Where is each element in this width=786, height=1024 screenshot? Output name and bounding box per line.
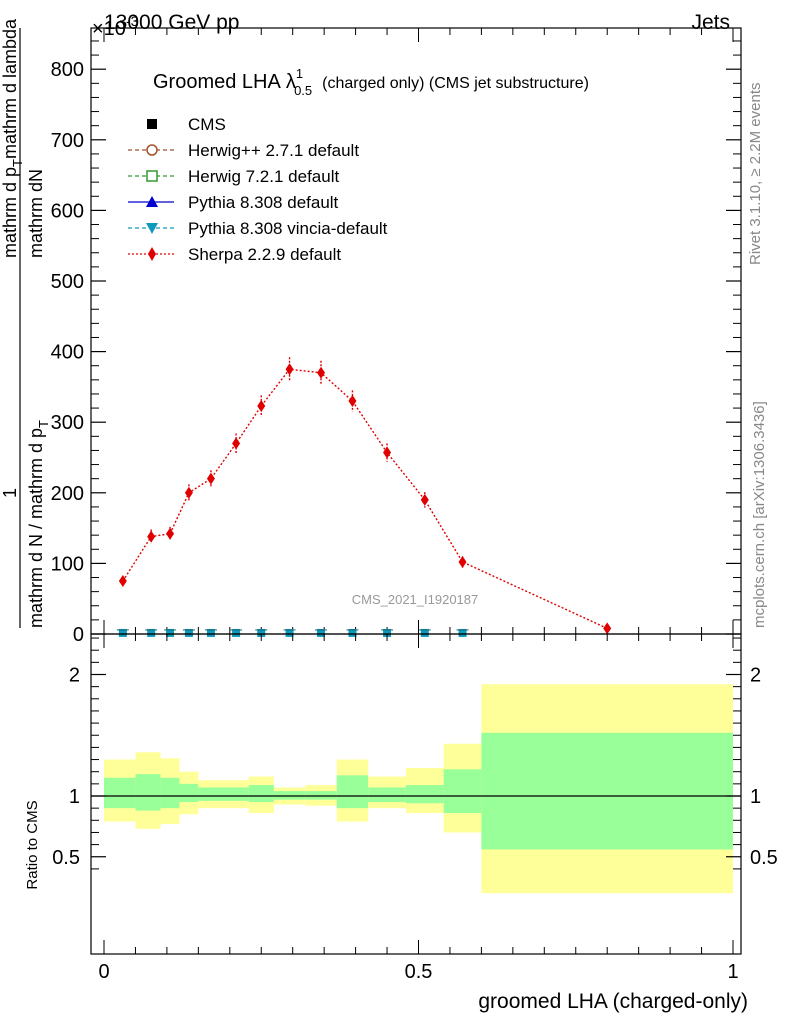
legend-entry: Pythia 8.308 default — [128, 193, 339, 212]
legend-title: Groomed LHA λ1 0.5 (charged only) (CMS jet … — [153, 66, 589, 98]
cms-model-point — [147, 628, 156, 637]
cms-model-point — [420, 628, 429, 637]
sherpa-point — [458, 555, 467, 568]
legend-entry: CMS — [147, 115, 226, 134]
x-axis-label: groomed LHA (charged-only) — [478, 990, 748, 1013]
ratio-band-inner — [179, 783, 199, 803]
ratio-band-inner — [104, 777, 136, 809]
cms-model-point — [285, 628, 294, 637]
svg-text:mathrm d N / mathrm d pT: mathrm d N / mathrm d pT — [26, 420, 51, 628]
legend-entry: Herwig 7.2.1 default — [128, 167, 339, 186]
main-ytick-label: 500 — [51, 271, 84, 293]
legend-label: Herwig 7.2.1 default — [188, 167, 339, 186]
ratio-band-inner — [135, 774, 161, 811]
cms-model-point — [458, 628, 467, 637]
ratio-band-inner — [336, 775, 369, 809]
main-ytick-label: 400 — [51, 342, 84, 364]
cms-model-point — [166, 628, 175, 637]
sherpa-point — [285, 363, 294, 376]
legend-marker — [146, 196, 158, 207]
legend-entry: Pythia 8.308 vincia-default — [128, 219, 388, 238]
xtick-label: 0 — [98, 961, 109, 983]
ratio-ytick-label-right: 1 — [750, 786, 761, 808]
ratio-ytick-label-right: 0.5 — [750, 847, 778, 869]
svg-text:mathrm dN: mathrm dN — [26, 169, 46, 258]
ratio-band-inner — [223, 787, 249, 801]
cms-model-point — [383, 628, 392, 637]
ratio-band-inner — [160, 777, 180, 809]
ratio-band-inner — [481, 732, 733, 850]
ratio-ticks: 0.5 0.5 1 1 2 2 0 0.5 1 — [52, 634, 778, 983]
main-ytick-label: 0 — [73, 624, 84, 646]
process-label: Jets — [691, 11, 730, 34]
sherpa-line — [122, 368, 608, 629]
legend-marker — [146, 170, 158, 182]
sherpa-point — [317, 366, 326, 379]
legend-entry: Sherpa 2.2.9 default — [128, 245, 341, 264]
legend-label: Pythia 8.308 default — [188, 193, 339, 212]
main-ytick-label: 700 — [51, 130, 84, 152]
svg-text:mathrm d pTmathrm d lambda: mathrm d pTmathrm d lambda — [0, 18, 25, 258]
ratio-ylabel: Ratio to CMS — [24, 800, 41, 889]
main-ylabel: mathrm dN mathrm d N / mathrm d pT mathr… — [0, 18, 51, 628]
ratio-ytick-label: 0.5 — [52, 847, 80, 869]
main-ytick-label: 200 — [51, 483, 84, 505]
main-series — [116, 357, 612, 637]
ratio-panel: 0.5 0.5 1 1 2 2 0 0.5 1 — [52, 633, 778, 983]
xtick-label: 0.5 — [405, 961, 433, 983]
legend-entry: Herwig++ 2.7.1 default — [128, 141, 359, 160]
ratio-band-inner — [305, 791, 337, 800]
ratio-band-inner — [198, 787, 224, 801]
sherpa-point — [257, 399, 266, 412]
sherpa-point — [184, 486, 193, 499]
cms-model-point — [184, 628, 193, 637]
ratio-band-inner — [405, 785, 444, 804]
legend-marker — [148, 247, 156, 261]
ratio-ytick-label-right: 2 — [750, 665, 761, 687]
ratio-band-inner — [273, 791, 306, 800]
legend-label: CMS — [188, 115, 226, 134]
cms-model-point — [257, 628, 266, 637]
sherpa-point — [166, 527, 175, 540]
rivet-label: Rivet 3.1.10, ≥ 2.2M events — [747, 83, 764, 266]
legend-label: Pythia 8.308 vincia-default — [188, 219, 388, 238]
cms-model-point — [206, 628, 215, 637]
cms-model-point — [317, 628, 326, 637]
ratio-band-inner — [368, 787, 406, 803]
sherpa-point — [420, 493, 429, 506]
sherpa-point — [383, 446, 392, 459]
main-panel: 0 100 200 300 400 500 600 700 800 — [51, 27, 742, 646]
legend-marker — [147, 119, 157, 129]
cms-model-point — [348, 628, 357, 637]
ratio-ytick-label: 2 — [69, 665, 80, 687]
ratio-ytick-label: 1 — [69, 786, 80, 808]
legend-label: Sherpa 2.2.9 default — [188, 245, 341, 264]
sherpa-point — [603, 622, 612, 635]
main-ytick-label: 100 — [51, 553, 84, 575]
sherpa-point — [118, 575, 127, 588]
sherpa-point — [206, 472, 215, 485]
ratio-band-inner — [248, 785, 274, 803]
cms-model-point — [232, 628, 241, 637]
main-ytick-label: 800 — [51, 59, 84, 81]
cms-model-point — [118, 628, 127, 637]
legend: Groomed LHA λ1 0.5 (charged only) (CMS jet … — [128, 66, 589, 264]
xtick-label: 1 — [727, 961, 738, 983]
sherpa-point — [147, 530, 156, 543]
sherpa-point — [232, 437, 241, 450]
main-ytick-label: 600 — [51, 200, 84, 222]
mcplots-label: mcplots.cern.ch [arXiv:1306.3436] — [751, 401, 768, 628]
ratio-band-inner — [443, 769, 482, 814]
legend-marker — [146, 144, 158, 156]
main-ytick-label: 300 — [51, 412, 84, 434]
legend-marker — [146, 223, 158, 234]
energy-label: 13000 GeV pp — [104, 11, 239, 34]
legend-label: Herwig++ 2.7.1 default — [188, 141, 359, 160]
sherpa-point — [348, 395, 357, 408]
ratio-bands — [104, 684, 733, 894]
watermark: CMS_2021_I1920187 — [352, 592, 479, 607]
exponent-label: ×10-3 — [92, 13, 139, 40]
svg-text:1: 1 — [0, 488, 20, 498]
